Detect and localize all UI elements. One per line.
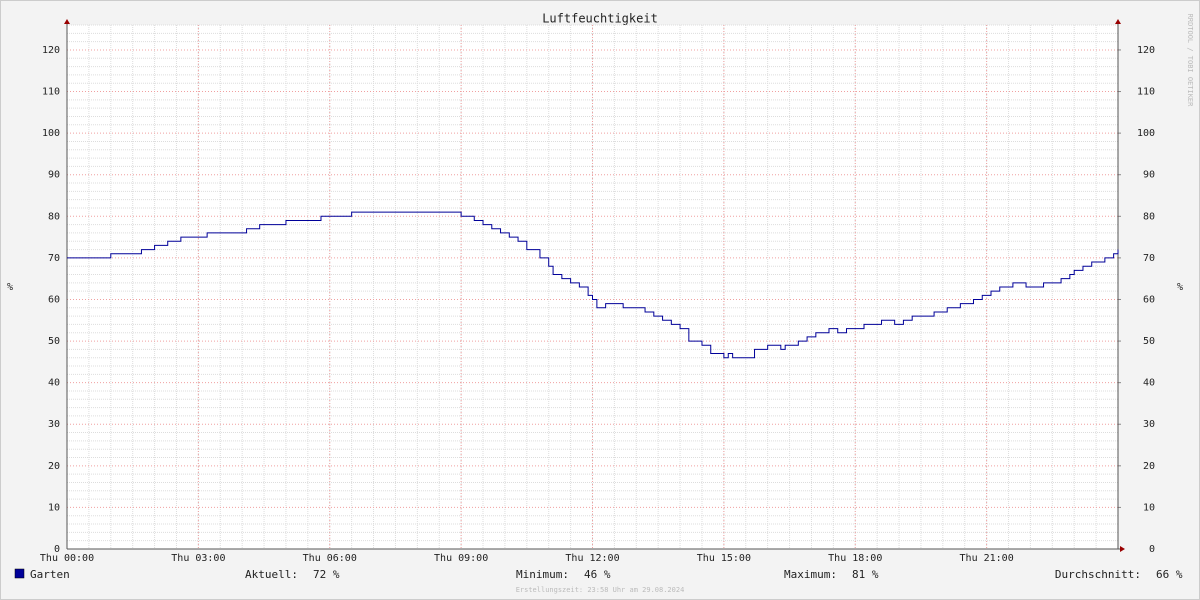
y2-tick-label: 90 — [1143, 170, 1155, 181]
data-line — [67, 211, 1119, 359]
stat-name: Maximum: — [784, 568, 837, 581]
y2-tick-label: 20 — [1143, 461, 1155, 472]
y2-axis-label: % — [1177, 282, 1183, 293]
y-tick-label: 80 — [48, 211, 60, 222]
y2-tick-label: 0 — [1149, 544, 1155, 555]
y-tick-label: 10 — [48, 502, 60, 513]
y2-tick-label: 70 — [1143, 253, 1155, 264]
x-tick-label: Thu 03:00 — [171, 553, 225, 564]
x-tick-label: Thu 12:00 — [565, 553, 619, 564]
watermark: RRDTOOL / TOBI OETIKER — [1186, 14, 1194, 108]
y-tick-label: 100 — [42, 128, 60, 139]
arrow — [64, 19, 70, 24]
y-tick-label: 0 — [54, 544, 60, 555]
stat-name: Durchschnitt: — [1055, 568, 1141, 581]
y-tick-label: 90 — [48, 170, 60, 181]
stat-value: 81 % — [852, 568, 879, 581]
stat-value: 46 % — [584, 568, 611, 581]
x-tick-label: Thu 21:00 — [960, 553, 1014, 564]
y-axis-label: % — [7, 282, 13, 293]
y-tick-label: 40 — [48, 378, 60, 389]
y-tick-label: 60 — [48, 294, 60, 305]
arrow — [1120, 546, 1125, 552]
x-tick-label: Thu 18:00 — [828, 553, 882, 564]
chart-title: Luftfeuchtigkeit — [542, 12, 658, 26]
y-tick-label: 30 — [48, 419, 60, 430]
x-tick-label: Thu 15:00 — [697, 553, 751, 564]
x-tick-label: Thu 00:00 — [40, 553, 94, 564]
x-tick-label: Thu 06:00 — [303, 553, 357, 564]
stat-name: Minimum: — [516, 568, 569, 581]
y-tick-label: 110 — [42, 87, 60, 98]
y2-tick-label: 10 — [1143, 502, 1155, 513]
y2-tick-label: 50 — [1143, 336, 1155, 347]
y2-tick-label: 60 — [1143, 294, 1155, 305]
y-tick-label: 50 — [48, 336, 60, 347]
footer: Erstellungszeit: 23:58 Uhr am 29.08.2024 — [516, 586, 685, 594]
y-tick-label: 70 — [48, 253, 60, 264]
stat-value: 72 % — [313, 568, 340, 581]
y-tick-label: 20 — [48, 461, 60, 472]
legend-label: Garten — [30, 568, 70, 581]
y2-tick-label: 100 — [1137, 128, 1155, 139]
y2-tick-label: 120 — [1137, 45, 1155, 56]
y2-tick-label: 30 — [1143, 419, 1155, 430]
stat-name: Aktuell: — [245, 568, 298, 581]
y-tick-label: 120 — [42, 45, 60, 56]
y2-tick-label: 110 — [1137, 87, 1155, 98]
y2-tick-label: 40 — [1143, 378, 1155, 389]
legend-swatch — [14, 568, 25, 579]
stat-value: 66 % — [1156, 568, 1183, 581]
arrow — [1115, 19, 1121, 24]
x-tick-label: Thu 09:00 — [434, 553, 488, 564]
y2-tick-label: 80 — [1143, 211, 1155, 222]
